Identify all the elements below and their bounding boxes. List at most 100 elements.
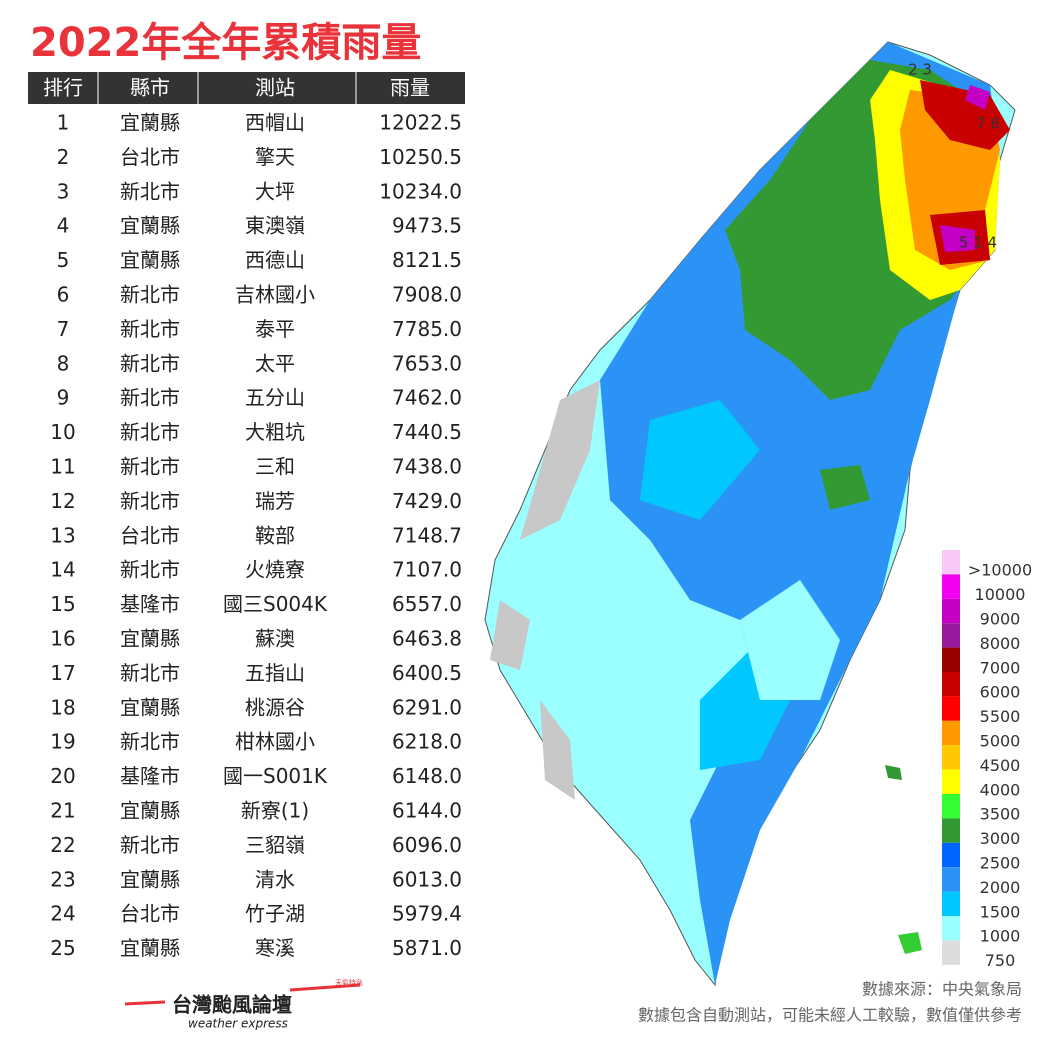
green-island (885, 765, 902, 780)
table-header: 縣市 (130, 76, 170, 100)
legend-label: >10000 (968, 561, 1032, 580)
table-cell: 五指山 (245, 661, 305, 685)
table-cell: 新北市 (120, 283, 180, 307)
table-cell: 7440.5 (392, 420, 462, 444)
table-cell: 10 (50, 420, 75, 444)
legend-swatch (942, 842, 960, 868)
zone-750 (520, 380, 600, 540)
table-cell: 國一S001K (223, 764, 328, 788)
table-cell: 清水 (255, 867, 295, 891)
table-cell: 19 (50, 730, 75, 754)
table-cell: 新北市 (120, 833, 180, 857)
table-cell: 7785.0 (392, 317, 462, 341)
table-cell: 6013.0 (392, 867, 462, 891)
legend-label: 5500 (980, 707, 1021, 726)
table-cell: 7653.0 (392, 351, 462, 375)
legend-label: 3000 (980, 829, 1021, 848)
zone-3000 (820, 465, 870, 510)
table-cell: 7429.0 (392, 489, 462, 513)
legend-label: 3500 (980, 805, 1021, 824)
table-cell: 25 (50, 936, 75, 960)
table-header: 排行 (43, 76, 83, 100)
table-cell: 西德山 (245, 248, 305, 272)
legend-label: 7000 (980, 658, 1021, 677)
map-label: 5 1 4 (959, 234, 997, 252)
table-cell: 新北市 (120, 317, 180, 341)
note: 數據包含自動測站，可能未經人工較驗，數值僅供參考 (638, 1006, 1022, 1025)
legend-swatch (942, 574, 960, 599)
table-cell: 台北市 (120, 523, 180, 547)
table-header: 測站 (255, 76, 295, 100)
table-cell: 大坪 (255, 179, 295, 203)
table-cell: 21 (50, 799, 75, 823)
legend-label: 4000 (980, 780, 1021, 799)
legend-label: 10000 (975, 585, 1026, 604)
logo-stroke (124, 983, 361, 1006)
table-cell: 新北市 (120, 386, 180, 410)
legend-label: 6000 (980, 683, 1021, 702)
legend-swatch (942, 647, 960, 672)
table-cell: 新北市 (120, 489, 180, 513)
table-cell: 寒溪 (255, 936, 295, 960)
table-header-bar (28, 72, 465, 104)
legend-label: 9000 (980, 610, 1021, 629)
table-cell: 新北市 (120, 661, 180, 685)
table-cell: 7908.0 (392, 283, 462, 307)
legend-swatch (942, 867, 960, 892)
table-cell: 瑞芳 (255, 489, 295, 513)
table-cell: 宜蘭縣 (120, 248, 180, 272)
logo-sub: weather express (188, 1017, 288, 1031)
table-cell: 新北市 (120, 730, 180, 754)
table-cell: 西帽山 (245, 111, 305, 135)
table-cell: 11 (50, 455, 75, 479)
table-cell: 台北市 (120, 145, 180, 169)
source: 數據來源：中央氣象局 (862, 980, 1022, 999)
legend-swatch (942, 623, 960, 648)
table-cell: 2 (57, 145, 70, 169)
table-cell: 東澳嶺 (245, 214, 305, 238)
table-cell: 22 (50, 833, 75, 857)
table-cell: 宜蘭縣 (120, 111, 180, 135)
table-cell: 9 (57, 386, 70, 410)
map (484, 41, 1016, 987)
table-cell: 新北市 (120, 420, 180, 444)
table-cell: 台北市 (120, 902, 180, 926)
table-cell: 14 (50, 558, 75, 582)
table-cell: 8 (57, 351, 70, 375)
table-cell: 大粗坑 (245, 420, 305, 444)
table-cell: 3 (57, 179, 70, 203)
zone-1000 (740, 580, 840, 700)
table-cell: 18 (50, 695, 75, 719)
zone-750 (490, 600, 575, 800)
legend-swatch (942, 598, 960, 624)
table-cell: 6463.8 (392, 627, 462, 651)
table-cell: 5979.4 (392, 902, 462, 926)
map-label: 2 3 (908, 61, 932, 79)
legend-label: 2000 (980, 878, 1021, 897)
table-cell: 柑林國小 (235, 730, 315, 754)
table-cell: 15 (50, 592, 75, 616)
table-cell: 1 (57, 111, 70, 135)
table-cell: 9473.5 (392, 214, 462, 238)
table-cell: 6 (57, 283, 70, 307)
table-cell: 鞍部 (255, 523, 295, 547)
table-cell: 7 (57, 317, 70, 341)
table-cell: 20 (50, 764, 75, 788)
table-cell: 宜蘭縣 (120, 867, 180, 891)
table-cell: 新寮(1) (241, 799, 309, 823)
table-cell: 6144.0 (392, 799, 462, 823)
legend-swatch (942, 916, 960, 941)
zone-9000 (940, 85, 990, 252)
table-cell: 基隆市 (120, 592, 180, 616)
table-cell: 吉林國小 (235, 283, 315, 307)
table-cell: 8121.5 (392, 248, 462, 272)
logo-tag: 天氣特急 (335, 978, 363, 987)
table-header: 雨量 (390, 76, 430, 100)
table-cell: 13 (50, 523, 75, 547)
table-cell: 太平 (255, 351, 295, 375)
table-cell: 三和 (255, 455, 295, 479)
legend-swatch (942, 769, 960, 794)
table-cell: 新北市 (120, 558, 180, 582)
legend-label: 2500 (980, 854, 1021, 873)
